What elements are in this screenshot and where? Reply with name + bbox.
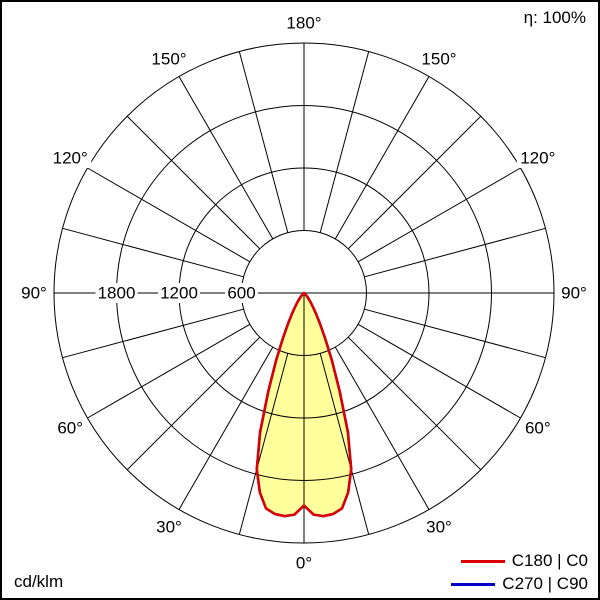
curve-c180-c0 [255, 291, 353, 518]
grid-spoke [334, 346, 430, 510]
radial-tick-label-bg [95, 283, 138, 303]
angle-label: 60° [57, 419, 83, 438]
angle-label-bg [49, 148, 92, 168]
angle-label-bg [53, 418, 87, 438]
angle-label: 60° [525, 419, 551, 438]
grid-spoke [364, 227, 546, 278]
angle-label-bg [148, 49, 190, 70]
legend-item-c90: C270 | C90 [451, 574, 588, 594]
angle-label-bg [152, 516, 186, 537]
angle-label: 120° [520, 149, 555, 168]
angle-label: 90° [21, 284, 47, 303]
axis-labels: 1800 1200 600 0° 30° 30° 60° 60° 90° 90° 120° 120° 1… [17, 13, 591, 573]
grid-spoke [347, 115, 482, 250]
grid-spoke [357, 323, 521, 419]
angle-label-bg [516, 148, 559, 168]
angle-label: 90° [561, 284, 587, 303]
legend-label-c0: C180 | C0 [511, 551, 588, 570]
grid-spoke [334, 76, 430, 240]
angle-label-bg [418, 49, 460, 70]
grid-spoke [238, 353, 289, 535]
angle-label: 30° [156, 517, 182, 536]
grid-spoke [87, 167, 251, 263]
radial-tick-label: 1800 [98, 284, 136, 303]
angle-label-bg [292, 553, 316, 573]
grid-spoke [319, 353, 370, 535]
legend-item-c0: C180 | C0 [451, 551, 588, 571]
grid-spoke [62, 308, 244, 359]
grid-spoke [364, 308, 546, 359]
grid-spoke [126, 115, 261, 250]
legend-line-c90-icon [451, 582, 496, 586]
angle-label-bg [557, 283, 591, 303]
angle-label: 150° [151, 50, 186, 69]
grid-spoke [357, 167, 521, 263]
legend: C180 | C0 C270 | C90 [451, 551, 588, 594]
grid-spoke [178, 76, 274, 240]
intensity-curves [255, 291, 353, 518]
radial-tick-label: 600 [227, 284, 255, 303]
grid-spoke [178, 346, 274, 510]
grid-spoke [87, 323, 251, 419]
grid-spoke [62, 227, 244, 278]
radial-tick-label: 1200 [160, 284, 198, 303]
grid-spoke [347, 336, 482, 471]
angle-label-bg [283, 13, 325, 33]
polar-grid [53, 42, 555, 544]
angle-label: 150° [421, 50, 456, 69]
angle-label-bg [521, 418, 555, 438]
angle-label-bg [17, 283, 51, 303]
angle-label-bg [422, 516, 456, 537]
grid-spoke [319, 51, 370, 233]
radial-tick-label-bg [225, 283, 258, 303]
legend-line-c0-icon [460, 559, 505, 563]
angle-label: 30° [426, 517, 452, 536]
angle-label: 0° [296, 554, 312, 573]
grid-spoke [238, 51, 289, 233]
unit-label: cd/klm [14, 572, 64, 591]
efficiency-label: η: 100% [523, 8, 586, 27]
legend-label-c90: C270 | C90 [502, 574, 588, 593]
angle-label: 180° [286, 14, 321, 33]
angle-label: 120° [53, 149, 88, 168]
radial-tick-label-bg [158, 283, 200, 303]
grid-spoke [126, 336, 261, 471]
